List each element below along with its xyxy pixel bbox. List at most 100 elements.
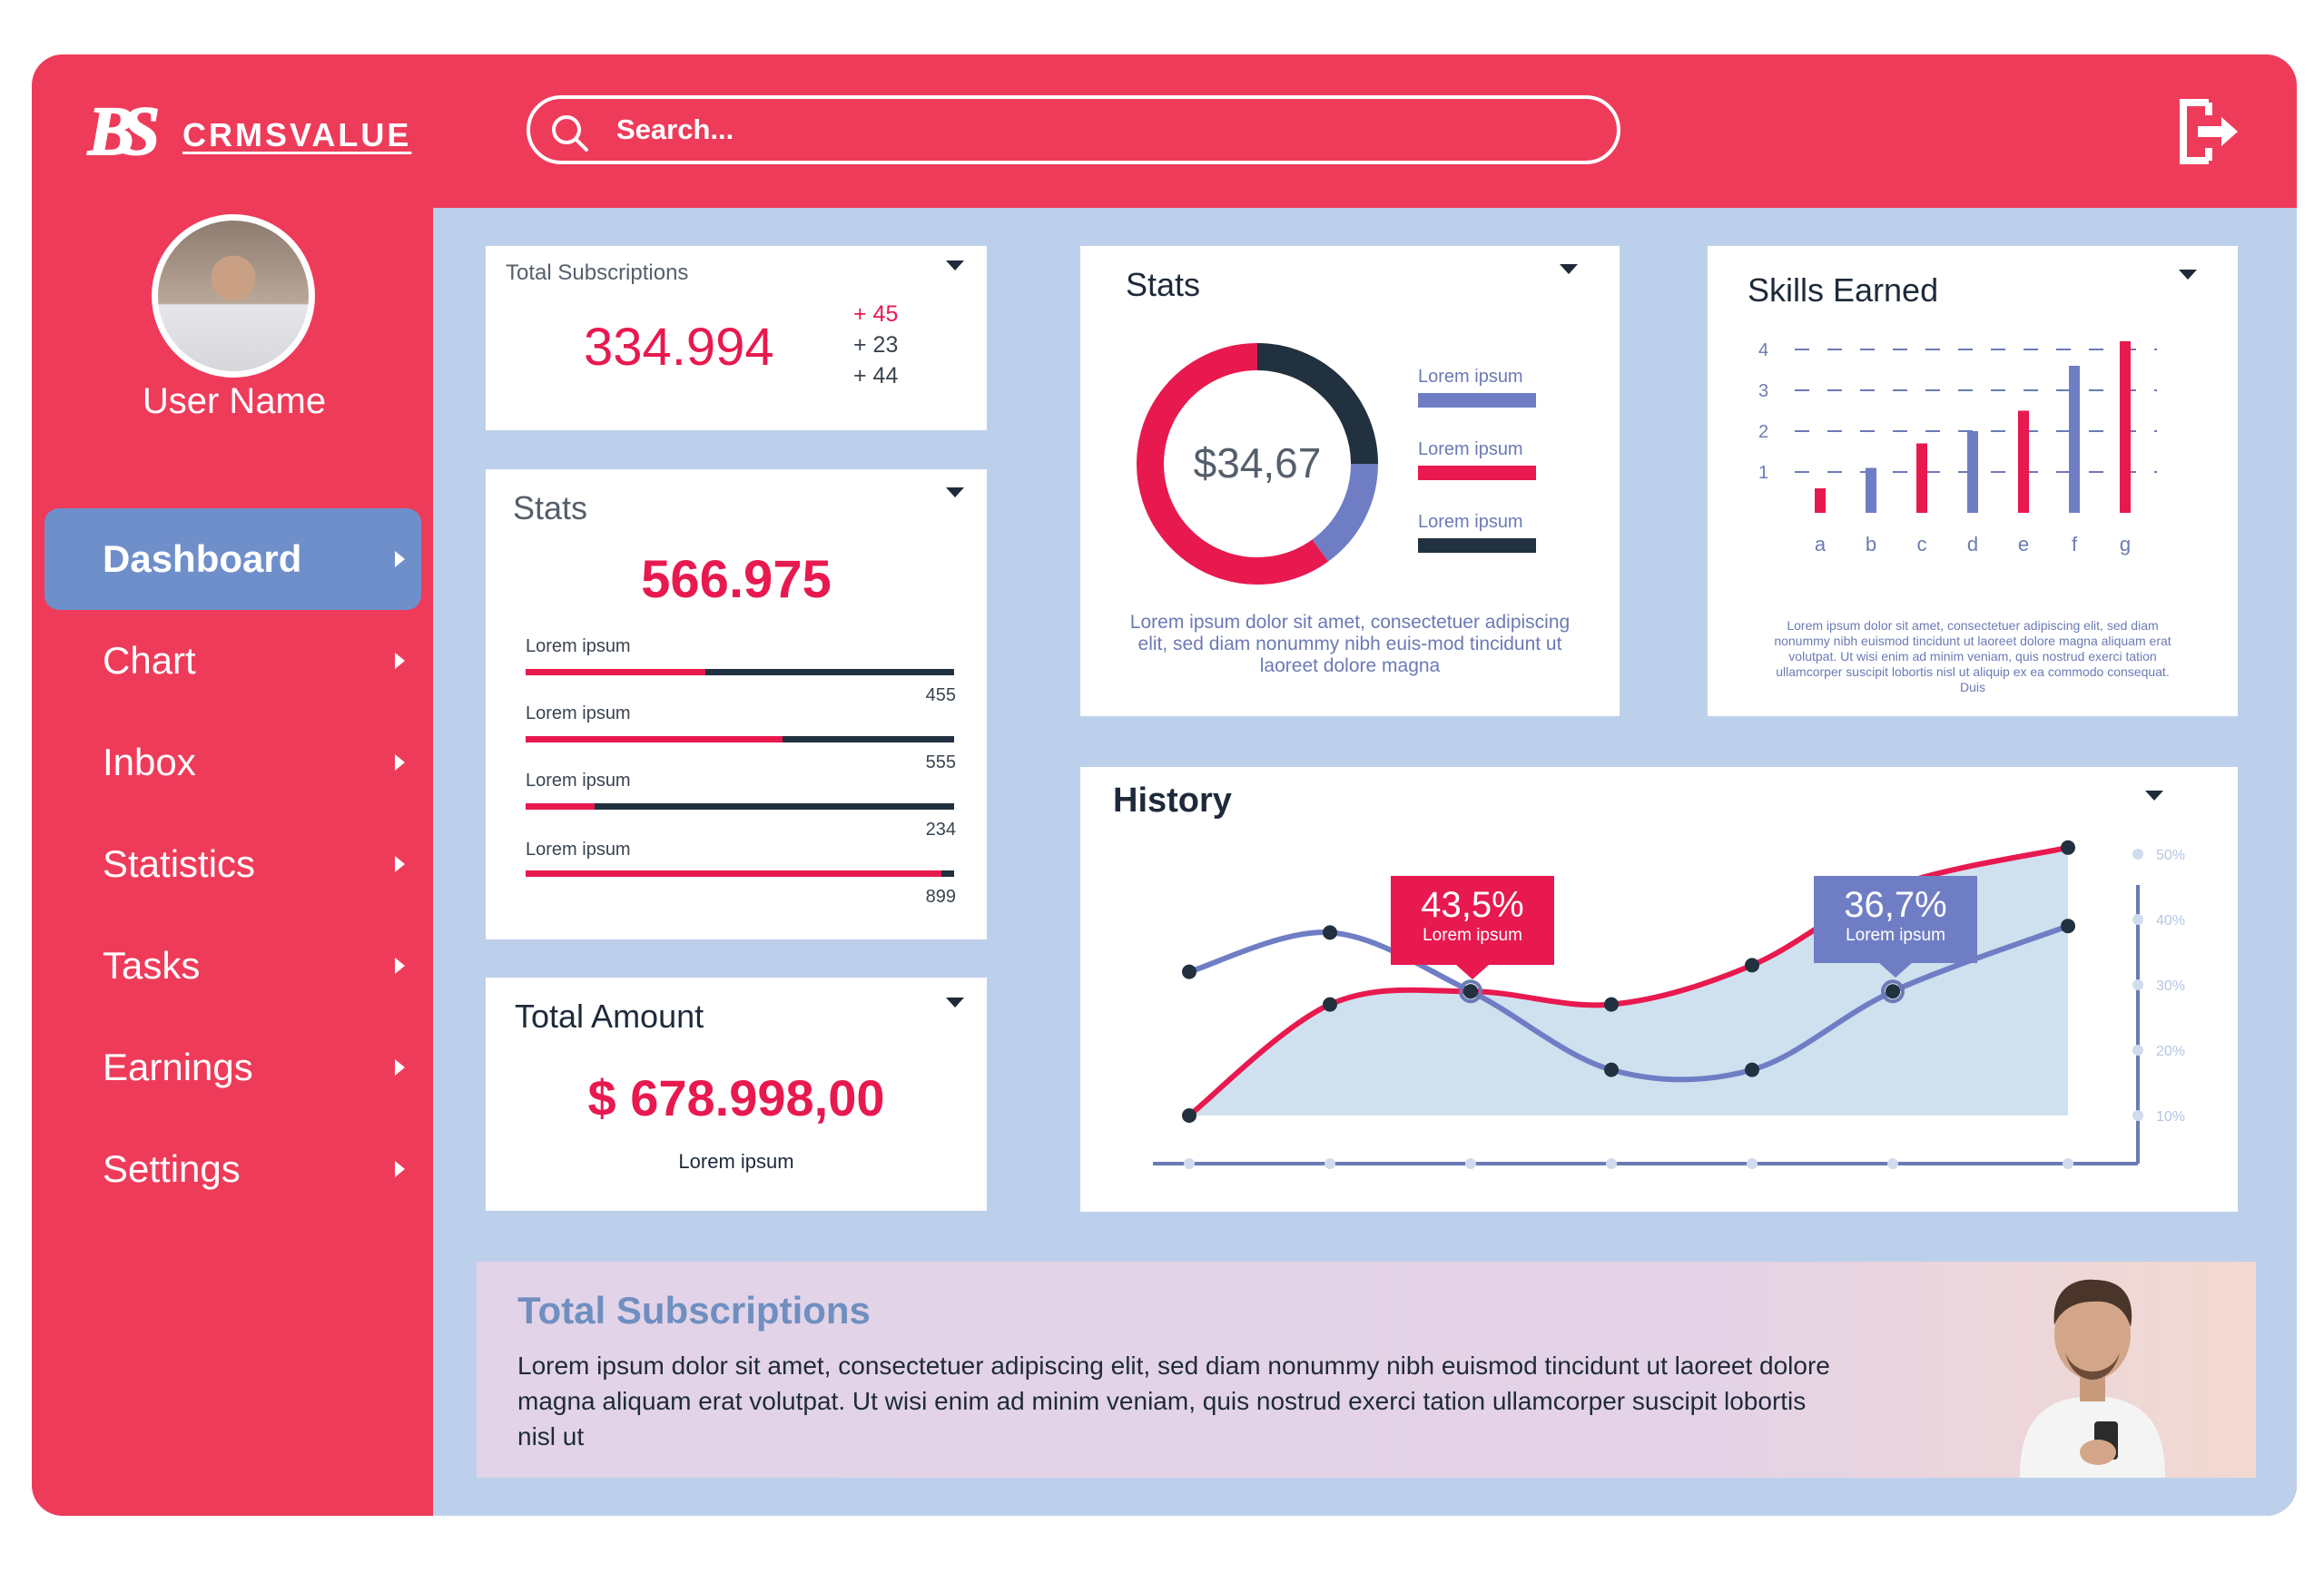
- chevron-right-icon: [395, 856, 405, 872]
- x-tick-label: f: [2072, 533, 2078, 555]
- data-point: [1604, 1062, 1619, 1077]
- callout-label: Lorem ipsum: [1846, 926, 1945, 945]
- chevron-right-icon: [395, 653, 405, 669]
- legend-swatch: [1418, 393, 1536, 408]
- sidebar-item-earnings[interactable]: Earnings: [44, 1017, 421, 1118]
- sidebar-item-label: Tasks: [103, 944, 201, 987]
- dropdown-caret-icon[interactable]: [2145, 791, 2163, 801]
- skill-bar: [2120, 341, 2131, 513]
- data-point: [1182, 1108, 1196, 1123]
- donut-chart: $34,67: [1137, 343, 1378, 585]
- y-axis-marker: [2132, 1110, 2143, 1121]
- x-axis-marker: [1324, 1158, 1335, 1169]
- skill-bar: [1967, 431, 1978, 513]
- history-card: History 10% 20% 30% 40% 50% 43,5% Lorem ipsu…: [1080, 767, 2238, 1212]
- data-point: [1323, 925, 1337, 940]
- x-tick-label: d: [1967, 533, 1978, 555]
- total-subscriptions-value: 334.994: [584, 318, 774, 377]
- card-title: Skills Earned: [1748, 271, 1939, 309]
- avatar[interactable]: [152, 214, 315, 378]
- data-point: [1463, 984, 1478, 999]
- progress-fill: [526, 736, 783, 742]
- card-title: Stats: [1126, 266, 1201, 303]
- skill-bar: [2018, 410, 2029, 513]
- y-tick-label: 30%: [2156, 978, 2185, 994]
- progress-fill: [526, 870, 941, 877]
- promo-banner: Total Subscriptions Lorem ipsum dolor si…: [477, 1262, 2256, 1478]
- sidebar-item-tasks[interactable]: Tasks: [44, 915, 421, 1017]
- chevron-right-icon: [395, 1161, 405, 1177]
- y-tick-label: 10%: [2156, 1109, 2185, 1125]
- sidebar-item-inbox[interactable]: Inbox: [44, 712, 421, 813]
- bar-value: 455: [925, 685, 956, 705]
- card-title: Total Subscriptions: [506, 261, 689, 285]
- legend-label: Lorem ipsum: [1418, 367, 1523, 387]
- progress-fill: [526, 803, 595, 810]
- delta-value: + 44: [853, 363, 899, 388]
- callout-pointer: [1879, 963, 1912, 978]
- dropdown-caret-icon[interactable]: [946, 261, 964, 270]
- progress-bar: [526, 803, 954, 810]
- sidebar-item-settings[interactable]: Settings: [44, 1118, 421, 1220]
- logout-icon[interactable]: [2176, 95, 2241, 168]
- skill-bar: [1916, 443, 1927, 513]
- subscription-deltas: + 45 + 23 + 44: [853, 299, 898, 391]
- y-tick-label: 4: [1758, 340, 1768, 360]
- donut-segment: [1312, 463, 1378, 562]
- progress-bar: [526, 870, 954, 877]
- delta-value: + 45: [853, 301, 899, 327]
- legend-swatch: [1418, 466, 1536, 480]
- skills-description: Lorem ipsum dolor sit amet, consectetuer…: [1774, 618, 2171, 694]
- data-point: [2061, 919, 2075, 934]
- legend-label: Lorem ipsum: [1418, 512, 1523, 532]
- sidebar-item-label: Dashboard: [103, 537, 302, 580]
- card-title: History: [1113, 782, 1232, 820]
- legend-label: Lorem ipsum: [1418, 439, 1523, 459]
- sidebar-item-dashboard[interactable]: Dashboard: [44, 508, 421, 610]
- data-point: [1745, 1062, 1759, 1077]
- y-axis-marker: [2132, 849, 2143, 860]
- sidebar-item-label: Statistics: [103, 842, 256, 885]
- x-axis-marker: [1465, 1158, 1476, 1169]
- x-tick-label: b: [1866, 533, 1876, 555]
- dropdown-caret-icon[interactable]: [946, 998, 964, 1008]
- banner-text: Lorem ipsum dolor sit amet, consectetuer…: [517, 1352, 1830, 1450]
- donut-segment: [1137, 343, 1329, 585]
- app-frame: BS CRMSVALUE User Name Dashboard Chart I…: [32, 54, 2297, 1516]
- dropdown-caret-icon[interactable]: [946, 487, 964, 497]
- y-tick-label: 2: [1758, 422, 1768, 442]
- bar-value: 899: [925, 887, 956, 907]
- data-point: [2061, 840, 2075, 855]
- search-icon[interactable]: [548, 112, 592, 155]
- progress-bar: [526, 736, 954, 742]
- legend-swatch: [1418, 538, 1536, 553]
- x-axis-marker: [1606, 1158, 1617, 1169]
- callout-pointer: [1456, 965, 1489, 979]
- x-tick-label: a: [1815, 533, 1827, 555]
- x-tick-label: g: [2120, 533, 2131, 555]
- search-bar[interactable]: [527, 95, 1620, 164]
- highlight-point: [1881, 979, 1905, 1004]
- dropdown-caret-icon[interactable]: [2179, 270, 2197, 280]
- user-name: User Name: [142, 381, 327, 421]
- chevron-right-icon: [395, 1059, 405, 1076]
- dropdown-caret-icon[interactable]: [1560, 264, 1578, 274]
- x-tick-label: c: [1917, 533, 1927, 555]
- y-tick-label: 20%: [2156, 1044, 2185, 1059]
- total-amount-value: $ 678.998,00: [587, 1069, 885, 1126]
- y-tick-label: 3: [1758, 381, 1768, 401]
- data-point: [1886, 984, 1900, 999]
- total-amount-card: Total Amount $ 678.998,00 Lorem ipsum: [486, 978, 987, 1211]
- sidebar-item-statistics[interactable]: Statistics: [44, 813, 421, 915]
- callout-blue: 36,7% Lorem ipsum: [1814, 876, 1977, 978]
- sidebar-item-label: Inbox: [103, 741, 196, 783]
- search-input[interactable]: [616, 110, 1570, 150]
- skills-earned-card: Skills Earned 12345abcdefg Lorem ipsum d…: [1708, 246, 2238, 716]
- callout-value: 36,7%: [1844, 885, 1947, 925]
- stats-donut-card: Stats $34,67 Lorem ipsum Lorem ipsum Lor…: [1080, 246, 1620, 716]
- brand-logo[interactable]: BS CRMSVALUE: [87, 91, 415, 172]
- chevron-right-icon: [395, 958, 405, 974]
- y-axis-marker: [2132, 1045, 2143, 1056]
- total-amount-caption: Lorem ipsum: [678, 1150, 794, 1173]
- sidebar-item-chart[interactable]: Chart: [44, 610, 421, 712]
